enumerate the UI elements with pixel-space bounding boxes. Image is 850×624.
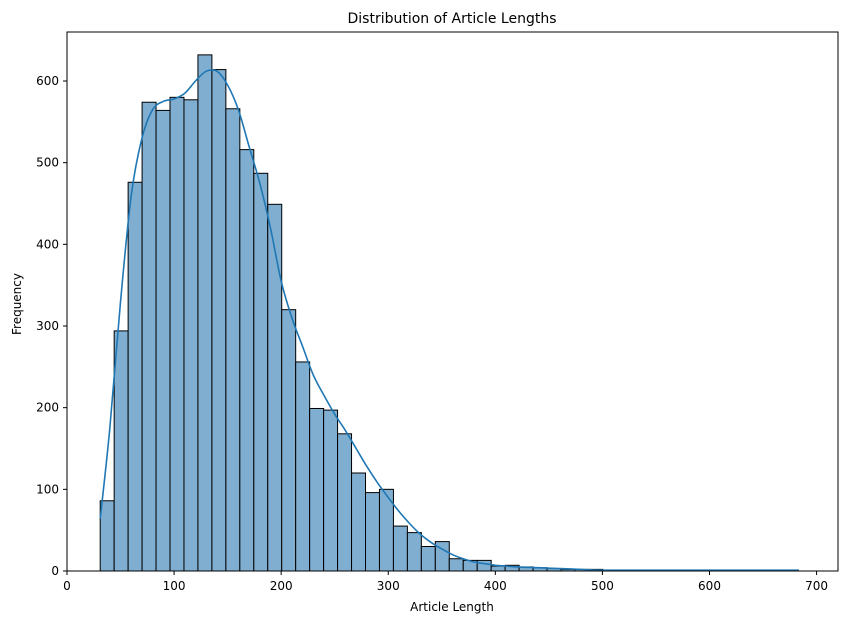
histogram-bar: [127, 181, 143, 572]
histogram-bar: [169, 96, 185, 572]
histogram-bar: [197, 54, 213, 572]
kde-curve: [99, 68, 799, 572]
x-tick-label: 600: [698, 579, 721, 593]
x-tick-label: 400: [484, 579, 507, 593]
x-axis-ticks: 0 100 200 300 400 500 600 700: [63, 571, 828, 593]
histogram-bar: [420, 546, 436, 572]
x-tick-label: 500: [591, 579, 614, 593]
histogram-bar: [448, 558, 464, 572]
x-tick-label: 300: [377, 579, 400, 593]
histogram-bar: [323, 409, 339, 572]
histogram-bar: [141, 101, 157, 572]
histogram-bar: [295, 361, 311, 572]
y-tick-label: 100: [36, 482, 59, 496]
y-axis-ticks: 0 100 200 300 400 500 600: [36, 74, 67, 578]
histogram-bar: [337, 433, 353, 572]
histogram-bar: [183, 99, 199, 572]
y-tick-label: 600: [36, 74, 59, 88]
histogram-bar: [267, 203, 283, 572]
histogram-bar: [490, 565, 506, 572]
y-tick-label: 200: [36, 401, 59, 415]
histogram-bar: [253, 172, 269, 572]
histogram-bar: [155, 109, 171, 572]
histogram-bar: [113, 330, 129, 572]
y-tick-label: 300: [36, 319, 59, 333]
y-tick-label: 0: [51, 564, 59, 578]
histogram-bar: [309, 407, 325, 572]
histogram-bar: [365, 492, 380, 572]
chart-title: Distribution of Article Lengths: [347, 11, 556, 27]
x-tick-label: 100: [163, 579, 186, 593]
y-tick-label: 500: [36, 156, 59, 170]
histogram-bar: [281, 309, 297, 572]
x-tick-label: 700: [805, 579, 828, 593]
histogram-bar: [351, 472, 367, 572]
histogram-bar: [406, 532, 422, 572]
x-tick-label: 200: [270, 579, 293, 593]
y-axis-label: Frequency: [10, 273, 24, 335]
histogram-bar: [239, 149, 255, 572]
x-tick-label: 0: [63, 579, 71, 593]
histogram-bar: [392, 525, 408, 572]
histogram-bar: [211, 69, 227, 572]
y-tick-label: 400: [36, 237, 59, 251]
histogram-bar: [99, 500, 115, 572]
histogram-bar: [476, 559, 492, 572]
x-axis-label: Article Length: [410, 600, 494, 614]
histogram-bars: [99, 54, 799, 572]
histogram-bar: [225, 108, 241, 572]
plot-frame: [66, 31, 839, 572]
